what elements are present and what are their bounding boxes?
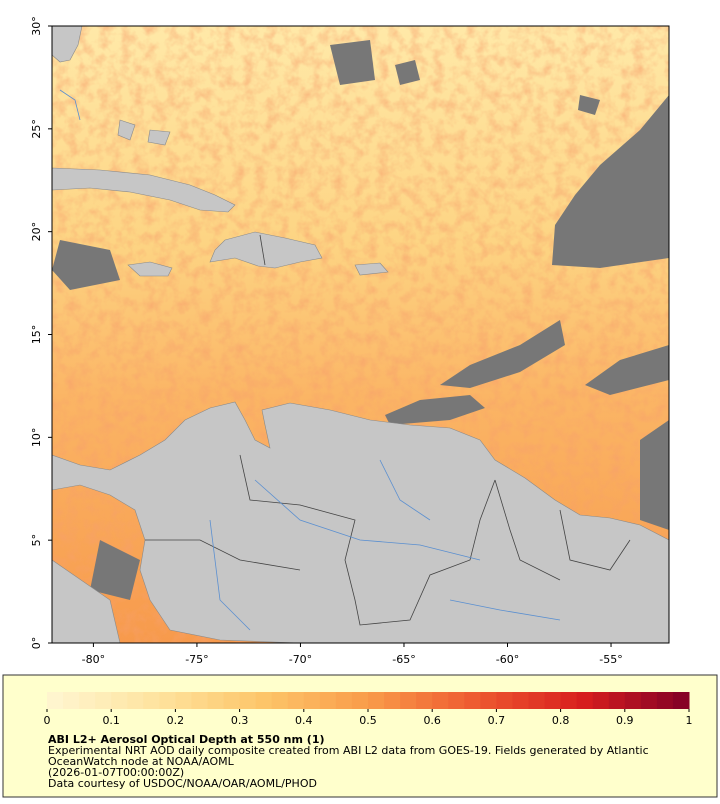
caption-title: ABI L2+ Aerosol Optical Depth at 550 nm … — [48, 733, 325, 746]
colorbar-segment — [159, 692, 176, 709]
colorbar-segment — [175, 692, 192, 709]
colorbar-segment — [239, 692, 257, 709]
colorbar-segment — [63, 692, 80, 709]
borders — [145, 234, 631, 626]
y-tick-label: 10° — [30, 428, 43, 448]
colorbar-segment — [127, 692, 144, 709]
colorbar-tick-label: 0.1 — [102, 714, 120, 727]
y-tick-label: 15° — [30, 325, 43, 345]
caption-line: OceanWatch node at NOAA/AOML — [48, 755, 235, 768]
colorbar-segment — [47, 692, 64, 709]
rivers — [59, 89, 561, 631]
colorbar-tick-label: 0.7 — [488, 714, 506, 727]
colorbar-segment — [512, 692, 529, 709]
colorbar-segment — [576, 692, 594, 709]
colorbar-segment — [287, 692, 305, 709]
colorbar-segment — [416, 692, 433, 709]
caption-line: (2026-01-07T00:00:00Z) — [48, 766, 184, 779]
colorbar-segment — [656, 692, 674, 709]
colorbar-segment — [640, 692, 658, 709]
colorbar-segment — [528, 692, 546, 709]
x-tick-label: -60° — [496, 653, 519, 666]
colorbar-segment — [143, 692, 160, 709]
colorbar-segment — [303, 692, 321, 709]
clouds — [52, 40, 669, 600]
colorbar-segment — [672, 692, 690, 709]
colorbar-segment — [608, 692, 626, 709]
colorbar-segment — [544, 692, 562, 709]
y-tick-label: 5° — [30, 534, 43, 547]
colorbar-segment — [111, 692, 128, 709]
colorbar-segment — [496, 692, 513, 709]
colorbar-segment — [560, 692, 578, 709]
x-tick-label: -65° — [392, 653, 415, 666]
caption-line: Experimental NRT AOD daily composite cre… — [48, 744, 649, 757]
colorbar-tick-label: 0.8 — [552, 714, 570, 727]
colorbar-segment — [319, 692, 337, 709]
caption-line: Data courtesy of USDOC/NOAA/OAR/AOML/PHO… — [48, 777, 317, 790]
colorbar-segment — [191, 692, 208, 709]
colorbar-segment — [448, 692, 465, 709]
colorbar-tick-label: 0.5 — [359, 714, 377, 727]
x-tick-label: -55° — [599, 653, 622, 666]
land — [52, 26, 669, 643]
colorbar-segment — [480, 692, 497, 709]
colorbar-segment — [432, 692, 449, 709]
axes: -80° -75° -70° -65° -60° -55° 0° 5° 10° 15° 20° 25°… — [30, 16, 623, 666]
x-tick-label: -75° — [185, 653, 208, 666]
colorbar-tick-label: 0.3 — [231, 714, 249, 727]
colorbar: 0 0.1 0.2 0.3 0.4 0.5 0.6 0.7 0.8 0.9 1 — [44, 692, 693, 727]
map — [52, 26, 669, 643]
colorbar-tick-label: 0.9 — [616, 714, 634, 727]
colorbar-tick-label: 0 — [44, 714, 51, 727]
x-tick-label: -70° — [289, 653, 312, 666]
colorbar-tick-label: 0.2 — [167, 714, 185, 727]
colorbar-segment — [255, 692, 273, 709]
colorbar-segment — [223, 692, 241, 709]
colorbar-segment — [271, 692, 289, 709]
y-tick-label: 20° — [30, 222, 43, 242]
y-tick-label: 30° — [30, 16, 43, 36]
colorbar-segment — [368, 692, 385, 709]
colorbar-tick-label: 0.4 — [295, 714, 313, 727]
y-tick-label: 25° — [30, 119, 43, 139]
colorbar-segment — [464, 692, 481, 709]
colorbar-tick-label: 0.6 — [423, 714, 441, 727]
colorbar-segment — [400, 692, 417, 709]
colorbar-segment — [384, 692, 401, 709]
colorbar-segment — [335, 692, 353, 709]
x-tick-label: -80° — [82, 653, 105, 666]
colorbar-segment — [79, 692, 96, 709]
colorbar-segment — [95, 692, 112, 709]
colorbar-segment — [592, 692, 610, 709]
colorbar-segment — [624, 692, 642, 709]
colorbar-segment — [207, 692, 225, 709]
colorbar-tick-label: 1 — [686, 714, 693, 727]
colorbar-segment — [351, 692, 369, 709]
y-tick-label: 0° — [30, 637, 43, 650]
